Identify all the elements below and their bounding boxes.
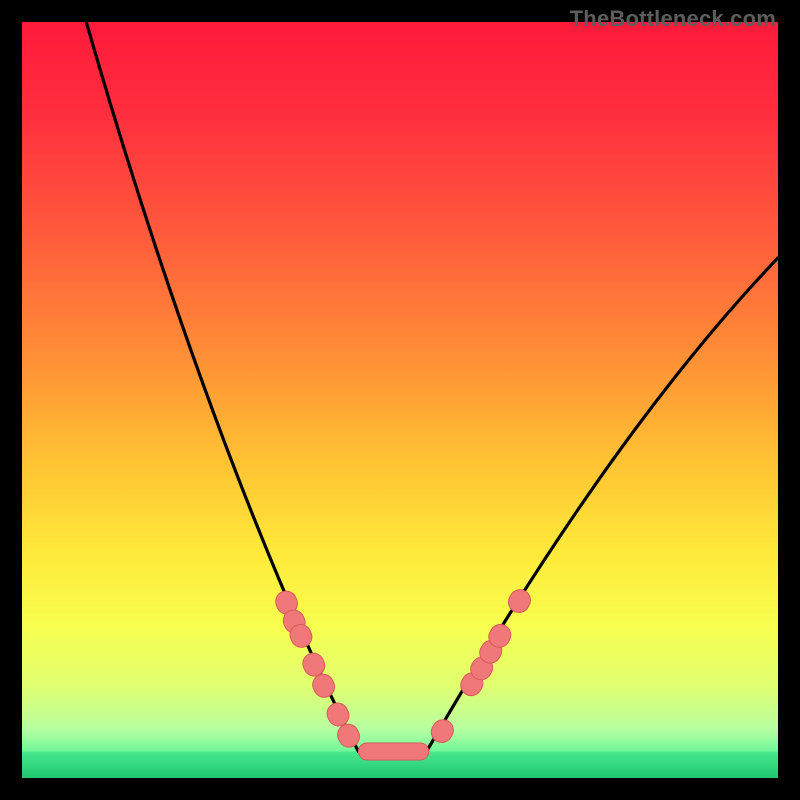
chart-stage: TheBottleneck.com — [0, 0, 800, 800]
watermark-text: TheBottleneck.com — [570, 6, 776, 32]
data-marker — [358, 743, 428, 760]
bottleneck-chart-svg — [0, 0, 800, 800]
